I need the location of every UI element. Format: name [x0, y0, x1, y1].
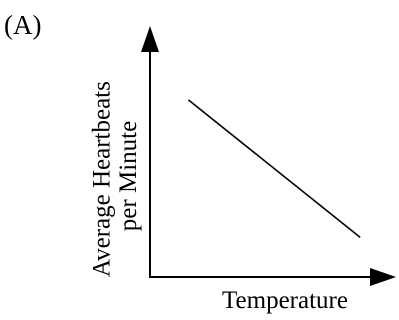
- y-axis-label-line-2: per Minute: [115, 121, 142, 231]
- y-axis-arrowhead: [141, 26, 159, 52]
- series-layer: [187, 99, 361, 239]
- series-line-0: [187, 99, 361, 239]
- x-axis-arrowhead: [370, 268, 396, 286]
- x-axis: [149, 268, 396, 286]
- y-axis-label: Average Heartbeats per Minute: [89, 75, 142, 277]
- y-axis-label-line-1: Average Heartbeats: [89, 81, 116, 277]
- x-axis-label: Temperature: [222, 287, 348, 314]
- panel-label: (A): [4, 10, 41, 40]
- y-axis: [141, 26, 159, 277]
